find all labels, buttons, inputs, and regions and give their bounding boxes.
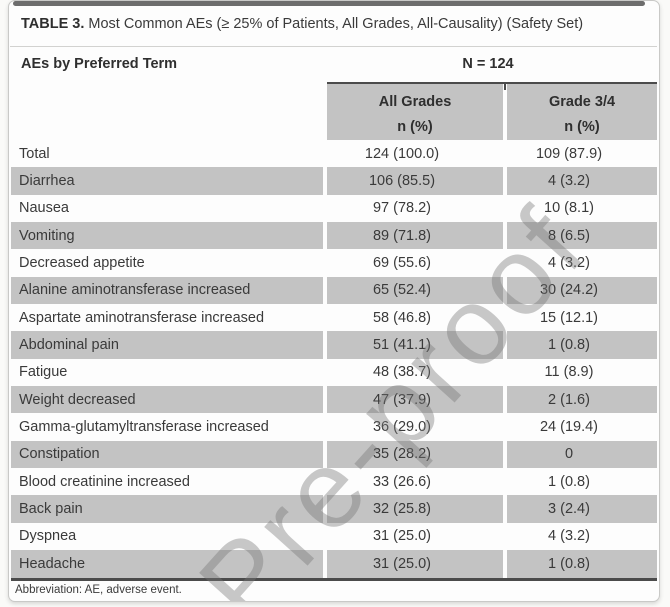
ae-term-cell: Weight decreased bbox=[11, 386, 323, 414]
ae-term-cell: Decreased appetite bbox=[19, 255, 145, 272]
all-grades-value-cell: 35 (28.2) bbox=[327, 440, 503, 469]
ae-term-cell: Blood creatinine increased bbox=[19, 473, 190, 490]
all-grades-value-cell: 47 (37.9) bbox=[327, 386, 503, 414]
table-row: Vomiting 89 (71.8) 8 (6.5) bbox=[11, 222, 657, 250]
grade-3-4-value-cell: 4 (3.2) bbox=[548, 528, 590, 545]
all-grades-value-cell: 36 (29.0) bbox=[372, 419, 432, 436]
table-row: Blood creatinine increased 33 (26.6) 1 (… bbox=[11, 468, 657, 495]
all-grades-value-cell: 69 (55.6) bbox=[372, 255, 432, 272]
table-row: Decreased appetite 69 (55.6) 4 (3.2) bbox=[11, 249, 657, 276]
table-row: Weight decreased 47 (37.9) 2 (1.6) bbox=[11, 386, 657, 414]
column-divider-tick bbox=[504, 84, 506, 90]
all-grades-value-cell: 51 (41.1) bbox=[327, 331, 503, 359]
grade-3-4-value-cell: 3 (2.4) bbox=[507, 495, 657, 523]
grade-3-4-value-cell: 1 (0.8) bbox=[507, 331, 657, 359]
ae-term-cell: Constipation bbox=[11, 440, 323, 469]
n-total-label: N = 124 bbox=[462, 56, 514, 72]
column-sublabel: n (%) bbox=[564, 119, 600, 135]
all-grades-value-cell: 97 (78.2) bbox=[372, 200, 432, 217]
table-row: Alanine aminotransferase increased 65 (5… bbox=[11, 276, 657, 305]
grade-3-4-value-cell: 1 (0.8) bbox=[507, 550, 657, 578]
ae-term-cell: Gamma-glutamyltransferase increased bbox=[19, 419, 269, 436]
ae-term-cell: Abdominal pain bbox=[11, 331, 323, 359]
column-header-row: All Grades n (%) Grade 3/4 n (%) bbox=[327, 82, 657, 140]
grade-3-4-value-cell: 109 (87.9) bbox=[535, 145, 603, 162]
table-row: Fatigue 48 (38.7) 11 (8.9) bbox=[11, 359, 657, 386]
all-grades-value-cell: 31 (25.0) bbox=[327, 550, 503, 578]
all-grades-value-cell: 124 (100.0) bbox=[364, 145, 440, 162]
ae-term-cell: Back pain bbox=[11, 495, 323, 523]
page-top-edge bbox=[13, 1, 645, 6]
ae-term-cell: Dyspnea bbox=[19, 528, 77, 545]
grade-3-4-value-cell: 30 (24.2) bbox=[507, 276, 657, 305]
row-header-label: AEs by Preferred Term bbox=[21, 56, 178, 72]
grade-3-4-value-cell: 1 (0.8) bbox=[548, 473, 590, 490]
table-number-label: TABLE 3. bbox=[21, 16, 85, 32]
grade-3-4-value-cell: 4 (3.2) bbox=[507, 167, 657, 195]
grade-3-4-value-cell: 0 bbox=[507, 440, 657, 469]
ae-term-cell: Alanine aminotransferase increased bbox=[11, 276, 323, 305]
ae-term-cell: Diarrhea bbox=[11, 167, 323, 195]
grade-3-4-value-cell: 10 (8.1) bbox=[544, 200, 594, 217]
table-title-text: Most Common AEs (≥ 25% of Patients, All … bbox=[84, 16, 584, 32]
all-grades-value-cell: 32 (25.8) bbox=[327, 495, 503, 523]
table-row: Nausea 97 (78.2) 10 (8.1) bbox=[11, 195, 657, 222]
column-sublabel: n (%) bbox=[397, 119, 433, 135]
table-bottom-rule bbox=[11, 578, 657, 581]
table-title: TABLE 3. Most Common AEs (≥ 25% of Patie… bbox=[21, 14, 651, 34]
table-row: Aspartate aminotransferase increased 58 … bbox=[11, 304, 657, 331]
all-grades-value-cell: 48 (38.7) bbox=[372, 364, 432, 381]
table-row: Gamma-glutamyltransferase increased 36 (… bbox=[11, 413, 657, 440]
table-row: Total 124 (100.0) 109 (87.9) bbox=[11, 140, 657, 167]
column-header-grade-3-4: Grade 3/4 n (%) bbox=[507, 84, 657, 140]
all-grades-value-cell: 31 (25.0) bbox=[372, 528, 432, 545]
all-grades-value-cell: 58 (46.8) bbox=[372, 309, 432, 326]
all-grades-value-cell: 65 (52.4) bbox=[327, 276, 503, 305]
table-row: Abdominal pain 51 (41.1) 1 (0.8) bbox=[11, 331, 657, 359]
grade-3-4-value-cell: 2 (1.6) bbox=[507, 386, 657, 414]
grade-3-4-value-cell: 8 (6.5) bbox=[507, 222, 657, 250]
table-row: Back pain 32 (25.8) 3 (2.4) bbox=[11, 495, 657, 523]
title-divider bbox=[10, 46, 657, 47]
table-body: Total 124 (100.0) 109 (87.9) Diarrhea 10… bbox=[11, 140, 657, 578]
ae-term-cell: Aspartate aminotransferase increased bbox=[19, 309, 265, 326]
ae-term-cell: Nausea bbox=[19, 200, 69, 217]
ae-term-cell: Total bbox=[19, 145, 50, 162]
abbreviation-footnote: Abbreviation: AE, adverse event. bbox=[15, 584, 182, 596]
table-row: Diarrhea 106 (85.5) 4 (3.2) bbox=[11, 167, 657, 195]
grade-3-4-value-cell: 11 (8.9) bbox=[544, 364, 594, 381]
table-row: Headache 31 (25.0) 1 (0.8) bbox=[11, 550, 657, 578]
scanned-table-page: TABLE 3. Most Common AEs (≥ 25% of Patie… bbox=[8, 0, 660, 602]
ae-term-cell: Fatigue bbox=[19, 364, 68, 381]
column-label: All Grades bbox=[378, 94, 452, 110]
grade-3-4-value-cell: 24 (19.4) bbox=[539, 419, 599, 436]
table-row: Constipation 35 (28.2) 0 bbox=[11, 440, 657, 469]
ae-term-cell: Headache bbox=[11, 550, 323, 578]
table-row: Dyspnea 31 (25.0) 4 (3.2) bbox=[11, 523, 657, 550]
column-label: Grade 3/4 bbox=[548, 94, 616, 110]
all-grades-value-cell: 33 (26.6) bbox=[372, 473, 432, 490]
grade-3-4-value-cell: 15 (12.1) bbox=[539, 309, 599, 326]
column-header-all-grades: All Grades n (%) bbox=[327, 84, 503, 140]
ae-term-cell: Vomiting bbox=[11, 222, 323, 250]
grade-3-4-value-cell: 4 (3.2) bbox=[548, 255, 590, 272]
all-grades-value-cell: 106 (85.5) bbox=[327, 167, 503, 195]
all-grades-value-cell: 89 (71.8) bbox=[327, 222, 503, 250]
